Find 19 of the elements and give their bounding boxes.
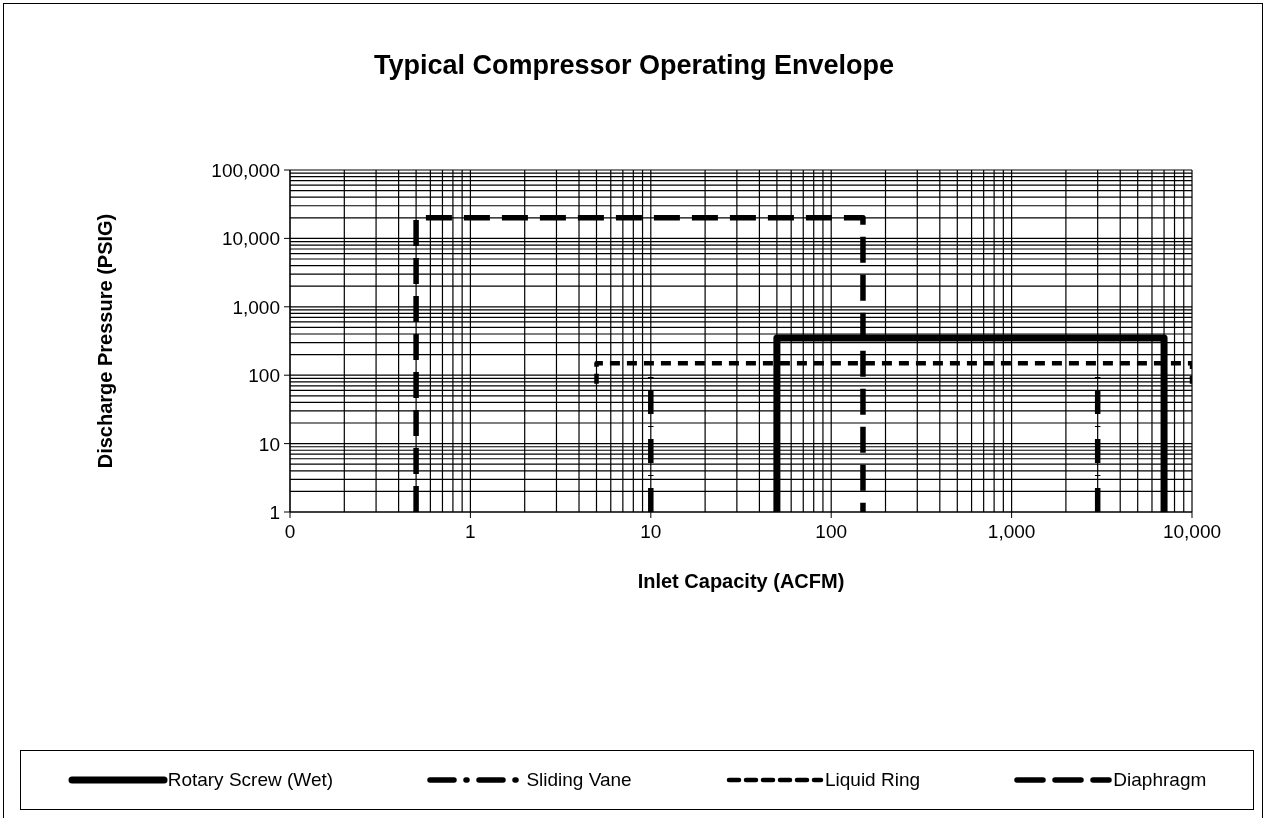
legend-label: Rotary Screw (Wet)	[167, 769, 334, 791]
x-tick-label: 100	[815, 521, 848, 542]
x-axis-title: Inlet Capacity (ACFM)	[637, 570, 845, 593]
y-axis-title: Discharge Pressure (PSIG)	[94, 213, 117, 469]
y-tick-label: 10	[258, 433, 280, 455]
y-tick-label: 1,000	[232, 296, 280, 318]
chart-title: Typical Compressor Operating Envelope	[372, 50, 896, 81]
y-tick-label: 100	[248, 365, 280, 387]
x-tick-label: 10,000	[1162, 521, 1222, 542]
legend-label: Diaphragm	[1113, 769, 1207, 791]
legend-label: Sliding Vane	[526, 769, 632, 791]
x-tick-label: 1,000	[987, 521, 1036, 542]
x-tick-label: 10	[640, 521, 662, 542]
y-tick-label: 1	[269, 502, 280, 523]
legend-label: Liquid Ring	[824, 769, 921, 791]
y-tick-label: 10,000	[221, 228, 280, 250]
x-tick-label: 0	[284, 521, 296, 542]
x-tick-label: 1	[465, 521, 476, 542]
y-tick-label: 100,000	[211, 160, 280, 181]
